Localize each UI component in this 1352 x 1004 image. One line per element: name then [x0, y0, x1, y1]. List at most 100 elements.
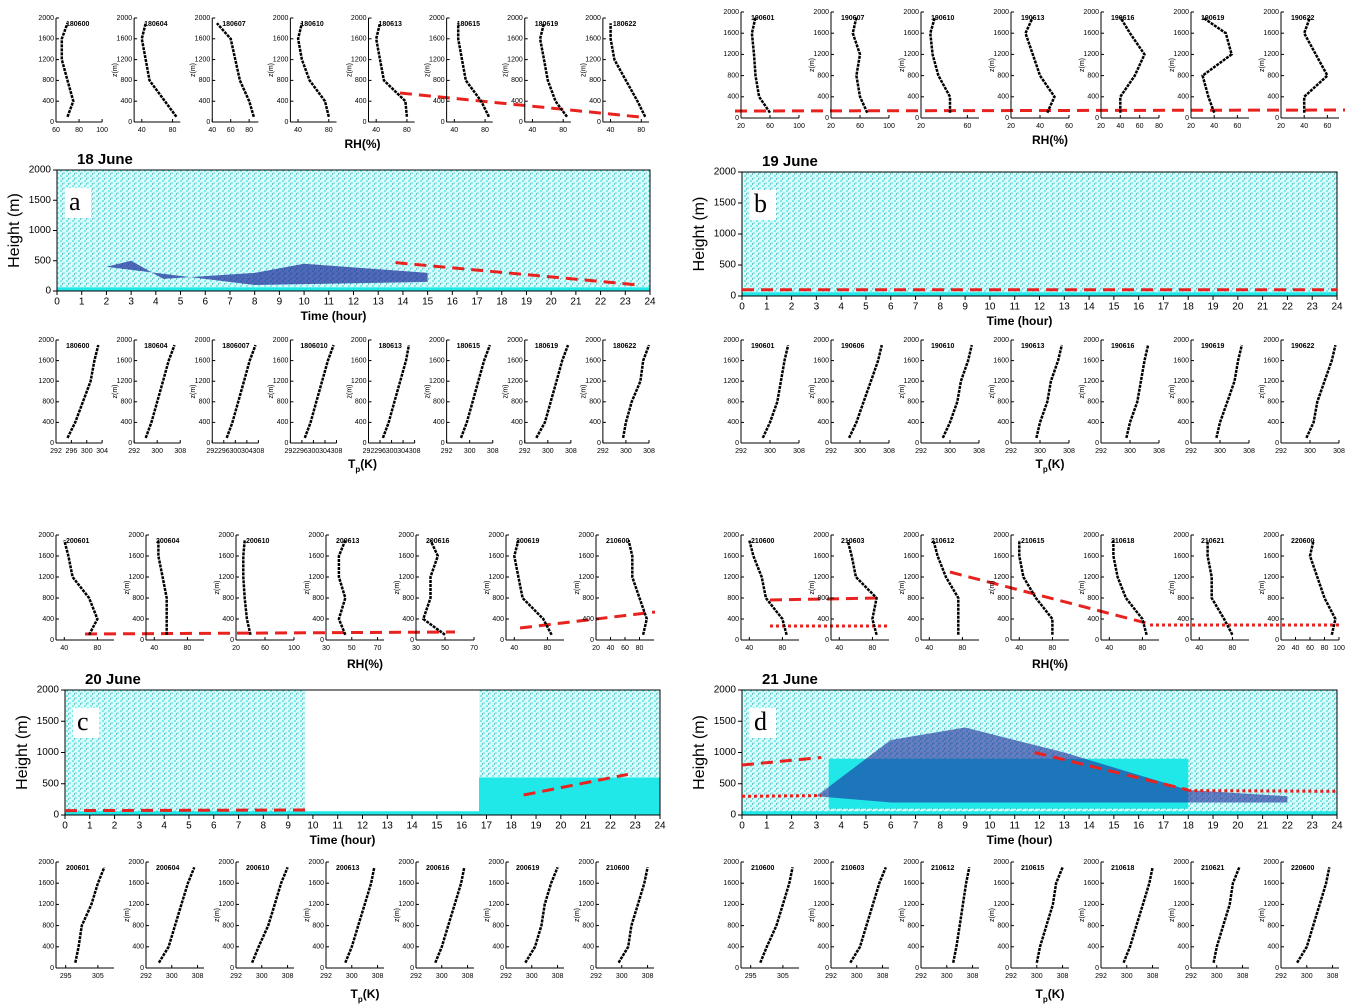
y-tick-label: 800 [42, 399, 54, 406]
y-axis-label: z(m) [1259, 908, 1266, 922]
y-axis-label: z(m) [112, 385, 119, 399]
x-tick-label: 305 [777, 973, 789, 980]
y-axis-label: z(m) [574, 581, 581, 595]
profile-line [1296, 867, 1331, 964]
y-axis-label: Height (m) [691, 197, 708, 272]
x-tick-label: 7 [236, 821, 242, 832]
profile-line [215, 22, 255, 118]
x-tick-label: 4 [153, 297, 159, 308]
x-axis-label-part: T [348, 457, 356, 471]
x-axis-label-part: T [1036, 987, 1044, 1001]
x-tick-label: 308 [565, 448, 577, 455]
profile-line [1035, 344, 1064, 439]
x-tick-label: 5 [863, 302, 869, 313]
y-axis-label: Height (m) [6, 193, 23, 268]
y-tick-label: 1200 [1083, 574, 1099, 581]
profile-id: 190601 [751, 343, 774, 350]
y-tick-label: 1600 [1173, 880, 1189, 887]
profile-id: 180619 [535, 21, 558, 28]
x-tick-label: 308 [282, 973, 294, 980]
y-tick-label: 400 [1087, 616, 1099, 623]
y-tick-label: 400 [402, 616, 414, 623]
x-tick-label: 16 [1133, 302, 1145, 313]
x-tick-label: 40 [1015, 645, 1023, 652]
y-tick-label: 1600 [993, 357, 1009, 364]
x-tick-label: 70 [470, 645, 478, 652]
y-tick-label: 0 [320, 637, 324, 644]
x-tick-label: 19 [1207, 821, 1219, 832]
x-tick-label: 6 [888, 302, 894, 313]
y-tick-label: 400 [511, 419, 523, 426]
backscatter [65, 690, 306, 815]
x-tick-label: 292 [410, 973, 422, 980]
y-tick-label: 2000 [993, 337, 1009, 344]
boundary-layer-line [741, 756, 822, 767]
y-tick-label: 800 [132, 595, 144, 602]
x-tick-label: 40 [1195, 645, 1203, 652]
y-tick-label: 1600 [351, 357, 367, 364]
x-tick-label: 300 [616, 973, 628, 980]
x-tick-label: 308 [793, 448, 805, 455]
y-axis-label: z(m) [1079, 581, 1086, 595]
x-tick-label: 0 [739, 821, 745, 832]
y-tick-label: 1000 [714, 747, 737, 758]
x-tick-label: 308 [1063, 448, 1075, 455]
y-tick-label: 1600 [38, 880, 54, 887]
y-tick-label: 1600 [38, 553, 54, 560]
profile-line [1201, 16, 1234, 114]
x-tick-label: 10 [984, 821, 996, 832]
x-tick-label: 60 [1306, 645, 1314, 652]
x-tick-label: 80 [1049, 645, 1057, 652]
profile-line [63, 539, 99, 636]
y-tick-label: 800 [42, 77, 54, 84]
profile-id: 210618 [1111, 538, 1134, 545]
profile-line [459, 344, 492, 439]
x-tick-label: 308 [967, 973, 979, 980]
y-tick-label: 0 [730, 810, 736, 821]
y-tick-label: 400 [42, 98, 54, 105]
profile-line [1024, 16, 1056, 114]
y-tick-label: 500 [719, 260, 736, 271]
y-tick-label: 1200 [1083, 901, 1099, 908]
profile-id: 200613 [336, 865, 359, 872]
y-tick-label: 2000 [813, 337, 829, 344]
x-tick-label: 22 [1282, 821, 1294, 832]
y-tick-label: 1600 [903, 880, 919, 887]
y-tick-label: 2000 [351, 15, 367, 22]
x-axis-label: Time (hour) [310, 833, 376, 847]
y-tick-label: 0 [1095, 440, 1099, 447]
y-tick-label: 400 [1267, 94, 1279, 101]
y-axis-label: z(m) [484, 581, 491, 595]
y-tick-label: 400 [997, 616, 1009, 623]
y-axis-label: z(m) [346, 385, 353, 399]
y-tick-label: 0 [50, 965, 54, 972]
y-tick-label: 1200 [1083, 51, 1099, 58]
profile-line [374, 22, 409, 117]
x-tick-label: 308 [883, 448, 895, 455]
y-tick-label: 400 [1087, 94, 1099, 101]
y-tick-label: 2000 [308, 532, 324, 539]
x-tick-label: 19 [530, 821, 542, 832]
x-tick-label: 21 [580, 821, 592, 832]
y-tick-label: 1600 [723, 553, 739, 560]
x-tick-label: 80 [184, 645, 192, 652]
y-tick-label: 2000 [128, 859, 144, 866]
y-tick-label: 0 [1005, 965, 1009, 972]
x-tick-label: 304 [241, 448, 253, 455]
y-tick-label: 400 [277, 98, 289, 105]
profile-id: 200604 [156, 538, 179, 545]
y-axis-label: z(m) [484, 908, 491, 922]
x-tick-label: 300 [386, 448, 398, 455]
x-tick-label: 300 [764, 448, 776, 455]
x-tick-label: 100 [288, 645, 300, 652]
y-tick-label: 1200 [1083, 378, 1099, 385]
x-tick-label: 40 [1036, 123, 1044, 130]
y-tick-label: 1600 [813, 357, 829, 364]
profile-id: 180622 [613, 343, 636, 350]
panel-letter: b [754, 189, 767, 218]
x-tick-label: 308 [372, 973, 384, 980]
x-tick-label: 300 [346, 973, 358, 980]
profile-id: 200616 [426, 865, 449, 872]
y-tick-label: 800 [907, 595, 919, 602]
